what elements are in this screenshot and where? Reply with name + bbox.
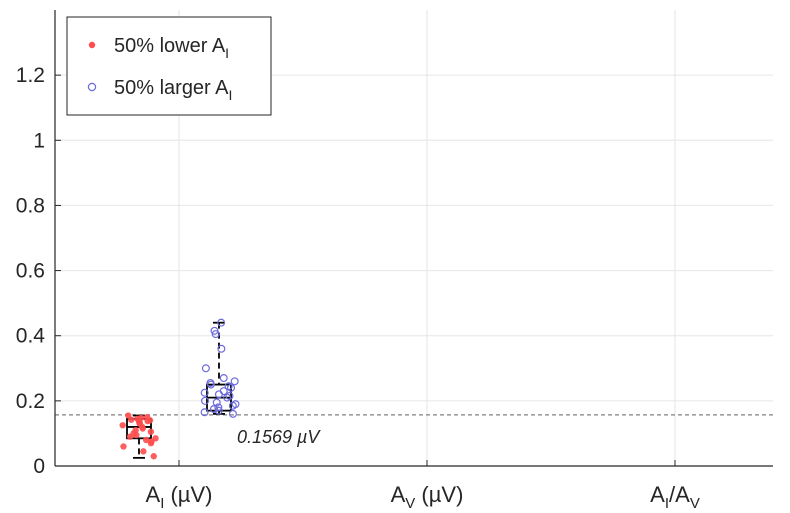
- data-point: [211, 330, 220, 339]
- data-point: [133, 431, 140, 439]
- data-point: [212, 398, 221, 407]
- data-points: [119, 318, 240, 460]
- legend: 50% lower AI 50% larger AI: [66, 16, 272, 116]
- legend-box: [66, 16, 272, 116]
- reference-line-group: 0.1569 µV: [55, 414, 773, 447]
- y-tick-label: 0.2: [16, 390, 45, 413]
- data-point: [120, 443, 127, 450]
- data-point: [230, 377, 239, 386]
- data-point: [209, 405, 218, 414]
- y-tick-label: 0.4: [16, 325, 46, 348]
- x-tick-label: AI/AV: [650, 482, 700, 512]
- data-point: [228, 409, 237, 418]
- data-point: [144, 417, 151, 425]
- x-tick-label: AV (µV): [391, 482, 464, 512]
- data-point: [217, 344, 226, 353]
- data-point: [228, 401, 237, 410]
- x-tick-labels: AI (µV) AV (µV) AI/AV: [146, 482, 700, 512]
- data-point: [214, 390, 223, 399]
- legend-marker: [87, 82, 97, 92]
- data-point: [142, 436, 150, 444]
- data-point: [219, 387, 228, 396]
- data-point: [150, 453, 157, 460]
- data-point: [140, 448, 147, 455]
- y-tick-labels: 0 0.2 0.4 0.6 0.8 1 1.2: [16, 64, 46, 478]
- y-tick-label: 0.8: [16, 194, 45, 217]
- legend-label: 50% larger AI: [114, 77, 232, 103]
- data-point: [201, 396, 210, 405]
- reference-line-label: 0.1569 µV: [237, 427, 321, 447]
- data-point: [139, 425, 146, 432]
- y-tick-label: 0: [33, 455, 45, 478]
- legend-label: 50% lower AI: [114, 35, 229, 61]
- data-point: [206, 380, 215, 389]
- data-point: [119, 422, 126, 429]
- data-point: [200, 408, 209, 417]
- data-point: [219, 374, 228, 383]
- data-point: [200, 388, 209, 397]
- data-point: [128, 416, 135, 423]
- data-point: [201, 364, 210, 373]
- axes: [54, 10, 773, 467]
- y-tick-label: 1.2: [16, 64, 45, 87]
- legend-marker: [88, 41, 96, 49]
- data-point: [214, 403, 223, 412]
- data-point: [126, 433, 134, 440]
- data-point: [147, 428, 155, 435]
- data-point: [214, 406, 223, 415]
- x-tick-label: AI (µV): [146, 482, 213, 512]
- data-point: [217, 318, 226, 327]
- y-tick-label: 0.6: [16, 260, 45, 283]
- data-point: [147, 440, 155, 447]
- data-point: [223, 393, 232, 402]
- data-point: [227, 383, 236, 392]
- y-tick-label: 1: [33, 129, 45, 152]
